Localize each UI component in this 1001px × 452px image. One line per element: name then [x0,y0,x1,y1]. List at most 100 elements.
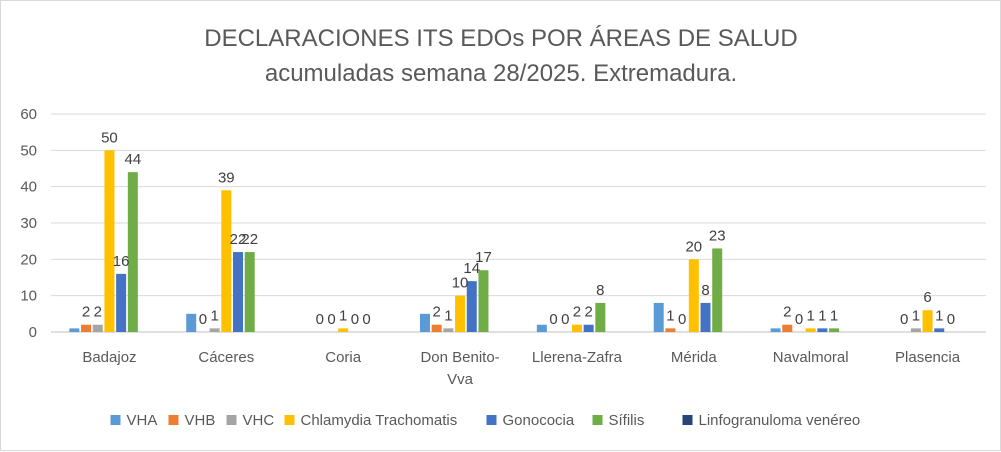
legend-swatch [168,415,179,425]
bar [244,252,255,332]
data-label: 2 [584,304,592,321]
category-label: Don Benito- [420,349,499,366]
data-label: 2 [432,304,440,321]
data-label: 0 [362,311,370,328]
legend-entry: VHB [185,412,216,429]
legend-entry: Sífilis [609,412,645,429]
bar [653,302,664,332]
data-label: 50 [101,129,118,146]
bar [536,324,547,332]
data-label: 22 [230,231,247,248]
y-tick-label: 60 [20,106,37,123]
bars [69,150,945,332]
data-label: 14 [463,260,480,277]
category-label: Coria [325,349,362,366]
data-label: 44 [124,151,141,168]
category-label: Vva [447,371,474,388]
bar [934,328,945,332]
legend-entry: VHC [243,412,275,429]
legend: VHA VHB VHC Chlamydia Trachomatis Gonococia S… [110,412,861,429]
data-label: 8 [701,282,709,299]
bar [712,248,723,332]
bar [770,328,781,332]
data-label: 39 [218,169,235,186]
data-label: 1 [339,307,347,324]
bar [688,259,699,332]
legend-swatch [284,415,295,425]
bar [829,328,840,332]
chart-title: DECLARACIONES ITS EDOs POR ÁREAS DE SALU… [204,25,797,52]
data-label: 0 [795,311,803,328]
bar [571,324,582,332]
legend-entry: Gonococia [503,412,575,429]
data-label: 23 [709,227,726,244]
data-label: 0 [316,311,324,328]
y-tick-label: 20 [20,251,37,268]
legend-entry: VHA [127,412,158,429]
data-label: 0 [561,311,569,328]
bar [104,150,115,332]
y-tick-label: 0 [29,324,37,341]
data-label: 2 [783,304,791,321]
bar [466,281,477,332]
bar [665,328,676,332]
data-label: 20 [685,238,702,255]
data-label: 0 [549,311,557,328]
data-label: 0 [351,311,359,328]
data-label: 0 [327,311,335,328]
data-label: 1 [444,307,452,324]
y-tick-label: 50 [20,142,37,159]
bar [116,273,127,332]
data-label: 6 [923,289,931,306]
legend-swatch [682,415,693,425]
category-label: Llerena-Zafra [532,349,623,366]
data-label: 17 [475,249,492,266]
data-label: 2 [573,304,581,321]
data-label: 0 [900,311,908,328]
bar [186,313,197,332]
category-label: Cáceres [198,349,254,366]
legend-entry: Chlamydia Trachomatis [301,412,458,429]
bar [431,324,442,332]
bar [817,328,828,332]
legend-swatch [592,415,603,425]
chart-subtitle: acumuladas semana 28/2025. Extremadura. [265,60,737,87]
data-label: 1 [830,307,838,324]
data-label: 0 [199,311,207,328]
bar [127,172,138,332]
bar [922,310,933,332]
y-tick-label: 10 [20,288,37,305]
legend-swatch [110,415,121,425]
bar [583,324,594,332]
data-label: 1 [666,307,674,324]
category-label: Navalmoral [773,349,849,366]
data-label: 0 [678,311,686,328]
x-axis-categories: Badajoz Cáceres Coria Don Benito- Vva Llerena… [82,349,960,388]
bar [443,328,454,332]
legend-swatch [486,415,497,425]
bar [910,328,921,332]
bar [221,190,232,332]
bar [478,270,489,332]
category-label: Badajoz [82,349,136,366]
bar [455,295,466,332]
bar [81,324,92,332]
y-tick-label: 40 [20,179,37,196]
category-label: Mérida [671,349,718,366]
data-label: 2 [94,304,102,321]
bar [233,252,244,332]
data-label: 1 [935,307,943,324]
data-label: 1 [807,307,815,324]
data-label: 8 [596,282,604,299]
bar [782,324,793,332]
data-label: 16 [113,253,130,270]
gridlines [51,113,986,333]
legend-entry: Linfogranuloma venéreo [699,412,861,429]
data-label: 0 [947,311,955,328]
bar [700,302,711,332]
bar [209,328,220,332]
data-label: 1 [818,307,826,324]
y-axis-ticks: 0 10 20 30 40 50 60 [20,106,37,341]
bar [805,328,816,332]
